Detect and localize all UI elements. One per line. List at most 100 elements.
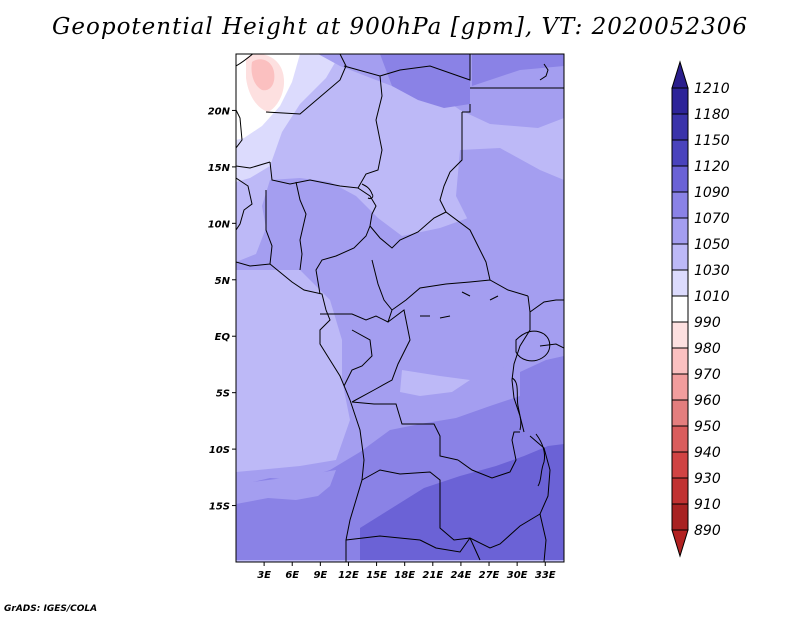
border-libya-egypt bbox=[462, 87, 564, 113]
colorbar-label: 1070 bbox=[694, 211, 730, 227]
colorbar-swatch bbox=[671, 321, 689, 349]
colorbar-swatch bbox=[671, 269, 689, 297]
colorbar-swatch bbox=[671, 373, 689, 401]
border-mauritania-mali bbox=[265, 54, 347, 115]
border-car-south bbox=[371, 259, 529, 311]
x-tick-label: 24E bbox=[451, 570, 472, 581]
y-tick-label: 15S bbox=[209, 502, 230, 513]
sinai-coast bbox=[539, 63, 549, 81]
y-tick-label: 5S bbox=[216, 389, 230, 400]
x-axis: 3E 6E 9E 12E 15E 18E 21E 24E 27E 30E 33E bbox=[257, 562, 556, 581]
colorbar: 1210 1180 1150 1120 1090 1070 1050 1030 1010 990 9… bbox=[671, 60, 730, 558]
colorbar-swatch bbox=[671, 399, 689, 427]
colorbar-swatch bbox=[671, 347, 689, 375]
colorbar-max-triangle bbox=[671, 60, 689, 89]
height-field bbox=[236, 54, 564, 562]
border-mali-niger bbox=[269, 75, 383, 189]
field-1050-sw-pocket bbox=[236, 470, 336, 504]
field-1030-atlantic bbox=[236, 270, 350, 472]
border-nigeria bbox=[315, 187, 377, 295]
colorbar-label: 1090 bbox=[694, 185, 730, 201]
lake-victoria bbox=[515, 330, 551, 362]
border-zambia-drc bbox=[457, 431, 520, 479]
field-970-nw bbox=[251, 59, 275, 91]
border-chad-sudan bbox=[439, 112, 491, 281]
y-tick-label: EQ bbox=[215, 332, 231, 343]
colorbar-swatch bbox=[671, 295, 689, 323]
coastline-west bbox=[236, 100, 365, 562]
x-tick-label: 21E bbox=[422, 570, 443, 581]
colorbar-label: 960 bbox=[694, 393, 721, 409]
x-tick-label: 12E bbox=[338, 570, 359, 581]
border-algeria-libya bbox=[343, 54, 471, 81]
field-1070-north bbox=[380, 54, 470, 108]
x-tick-label: 6E bbox=[285, 570, 299, 581]
coastline-morocco bbox=[236, 54, 254, 67]
y-tick-label: 10N bbox=[208, 219, 231, 230]
colorbar-label: 980 bbox=[694, 341, 721, 357]
border-angola-namibia bbox=[361, 469, 541, 549]
field-1070-lakes bbox=[520, 356, 564, 430]
colorbar-label: 1050 bbox=[694, 237, 730, 253]
colorbar-label: 970 bbox=[694, 367, 721, 383]
x-tick-label: 33E bbox=[535, 570, 556, 581]
colorbar-swatch bbox=[671, 451, 689, 479]
field-1050-congo bbox=[380, 282, 522, 392]
x-tick-label: 3E bbox=[257, 570, 271, 581]
colorbar-label: 890 bbox=[694, 523, 721, 539]
x-tick-label: 18E bbox=[394, 570, 415, 581]
y-tick-label: 10S bbox=[209, 445, 230, 456]
field-1070-ne bbox=[472, 54, 564, 86]
colorbar-label: 1010 bbox=[694, 289, 730, 305]
border-ghana-togo bbox=[265, 181, 307, 271]
colorbar-swatch bbox=[671, 425, 689, 453]
field-1090-south bbox=[360, 444, 564, 560]
y-axis: 20N 15N 10N 5N EQ 5S 10S 15S bbox=[208, 106, 236, 513]
colorbar-swatch bbox=[671, 113, 689, 141]
y-tick-label: 15N bbox=[208, 163, 231, 174]
border-drc-east bbox=[511, 295, 531, 433]
colorbar-label: 1120 bbox=[694, 159, 730, 175]
lake-malawi bbox=[535, 433, 545, 487]
field-1030-congo-south bbox=[400, 370, 470, 396]
border-mozambique bbox=[529, 435, 551, 562]
colorbar-swatch bbox=[671, 477, 689, 505]
border-namibia-south bbox=[345, 535, 421, 541]
colorbar-label: 940 bbox=[694, 445, 721, 461]
country-borders bbox=[236, 54, 564, 562]
colorbar-label: 910 bbox=[694, 497, 721, 513]
border-botswana bbox=[419, 537, 481, 561]
river-fragments bbox=[420, 291, 499, 319]
border-gabon-congo bbox=[343, 329, 373, 387]
border-angola-drc bbox=[351, 401, 459, 461]
colorbar-swatch bbox=[671, 217, 689, 245]
colorbar-label: 1030 bbox=[694, 263, 730, 279]
colorbar-swatch bbox=[671, 191, 689, 219]
field-1050-east bbox=[456, 148, 564, 296]
border-congo-drc bbox=[351, 309, 411, 403]
lake-chad bbox=[361, 183, 374, 199]
colorbar-label: 930 bbox=[694, 471, 721, 487]
colorbar-label: 1210 bbox=[694, 81, 730, 97]
colorbar-label: 990 bbox=[694, 315, 721, 331]
colorbar-swatch bbox=[671, 87, 689, 115]
y-tick-label: 5N bbox=[215, 276, 231, 287]
colorbar-label: 950 bbox=[694, 419, 721, 435]
colorbar-min-triangle bbox=[671, 529, 689, 558]
y-tick-label: 20N bbox=[208, 106, 231, 117]
x-tick-label: 30E bbox=[507, 570, 528, 581]
colorbar-swatch bbox=[671, 503, 689, 531]
colorbar-swatch bbox=[671, 139, 689, 167]
border-car-north bbox=[369, 211, 447, 249]
x-tick-label: 9E bbox=[313, 570, 327, 581]
map-frame bbox=[235, 53, 565, 563]
colorbar-label: 1150 bbox=[694, 133, 730, 149]
lake-tanganyika bbox=[511, 377, 522, 431]
border-uganda-kenya bbox=[529, 299, 564, 349]
x-tick-label: 15E bbox=[366, 570, 387, 581]
x-tick-label: 27E bbox=[479, 570, 500, 581]
colorbar-swatch bbox=[671, 165, 689, 193]
colorbar-label: 1180 bbox=[694, 107, 730, 123]
credit-label: GrADS: IGES/COLA bbox=[4, 604, 98, 614]
